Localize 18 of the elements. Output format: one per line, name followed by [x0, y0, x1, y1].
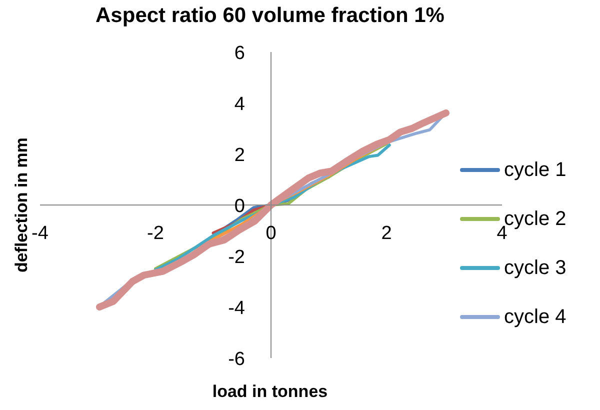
legend-label: cycle 4	[504, 304, 566, 330]
y-axis-title: deflection in mm	[12, 137, 32, 273]
x-axis-title: load in tonnes	[211, 382, 329, 402]
y-tick-label: 4	[234, 94, 246, 115]
legend-label: cycle 2	[504, 206, 566, 230]
x-tick-label: -4	[32, 223, 49, 244]
x-tick-label: -2	[147, 223, 164, 244]
legend-label: cycle 3	[504, 256, 566, 280]
x-tick-label: 0	[266, 223, 276, 244]
y-tick-label: -6	[228, 349, 245, 370]
chart-title: Aspect ratio 60 volume fraction 1%	[94, 4, 446, 28]
x-tick-label: 2	[381, 223, 392, 244]
y-tick-label: 0	[234, 196, 245, 217]
y-tick-label: -2	[228, 247, 245, 268]
y-tick-label: 2	[234, 145, 245, 166]
y-tick-label: 6	[234, 43, 245, 64]
legend-label: cycle 1	[504, 158, 566, 182]
y-tick-label: -4	[228, 298, 246, 319]
